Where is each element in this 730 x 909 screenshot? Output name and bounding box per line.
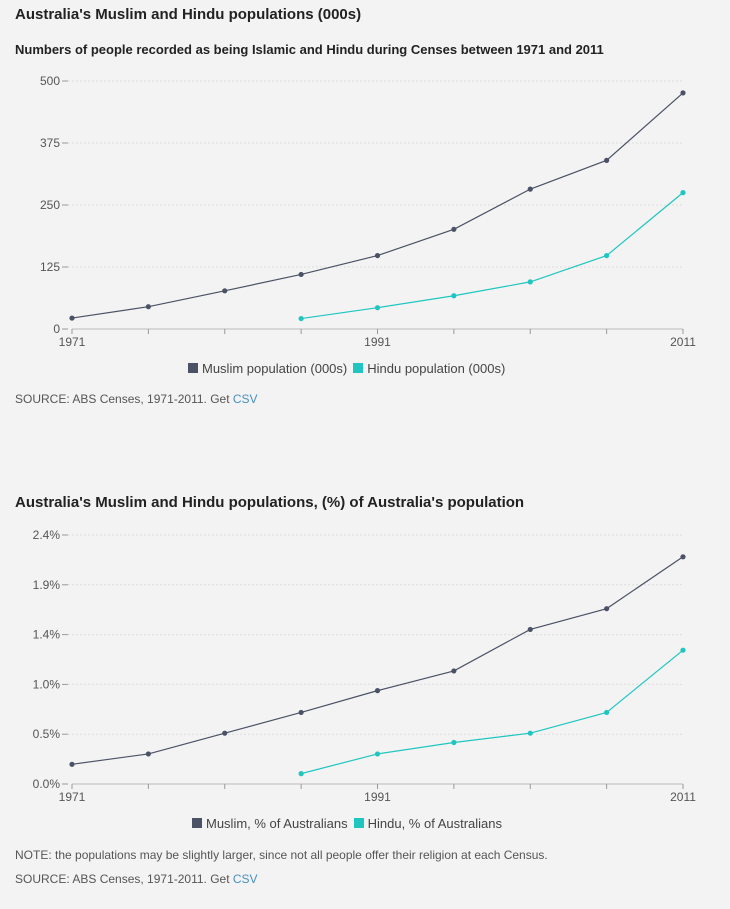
data-point [451,668,457,674]
data-point [680,190,686,196]
data-point [69,315,75,321]
legend-swatch [353,363,364,373]
data-point [604,157,610,163]
source-text: SOURCE: ABS Censes, 1971-2011. Get [15,392,233,406]
data-point [222,730,228,736]
data-point [298,271,304,278]
y-tick-label: 1.4% [33,628,61,642]
x-tick-label: 1991 [364,790,391,804]
y-tick-label: 0 [53,322,60,336]
data-point [69,761,75,767]
data-point [527,626,533,633]
data-point [680,647,686,653]
data-point [604,709,610,716]
data-point [374,751,381,757]
data-point [145,751,151,757]
data-point [298,315,304,322]
chart2-title: Australia's Muslim and Hindu populations… [15,494,525,511]
legend-label: Muslim population (000s) [202,361,348,376]
chart2-svg: 0.0% 0.5% 1.0% 1.4% 1.9% 2.4% 1971 1991 2011 [33,528,697,804]
legend-item-muslim[interactable]: Muslim, % of Australians [192,816,348,831]
chart1-source: SOURCE: ABS Censes, 1971-2011. Get CSV [15,392,258,406]
data-point [298,709,304,716]
data-point [527,730,533,736]
y-tick-label: 0.0% [33,777,61,791]
chart2-note: NOTE: the populations may be slightly la… [15,848,548,862]
data-point [145,304,151,310]
legend-item-hindu[interactable]: Hindu, % of Australians [353,816,503,831]
data-point [451,739,457,746]
data-point [222,288,228,294]
data-point [680,90,686,96]
data-point [604,252,610,259]
series-line-1 [300,649,684,775]
data-point [451,293,457,299]
chart2-source: SOURCE: ABS Censes, 1971-2011. Get CSV [15,872,258,886]
chart1-subtitle: Numbers of people recorded as being Isla… [15,42,604,57]
legend-label: Hindu, % of Australians [367,816,503,831]
x-tick-label: 1971 [59,790,86,804]
y-tick-label: 500 [40,74,60,88]
legend-item-hindu[interactable]: Hindu population (000s) [353,361,505,376]
data-point [604,606,610,612]
data-point [374,688,381,694]
data-point [451,226,457,232]
x-tick-label: 1991 [364,335,391,349]
data-point [298,771,304,777]
x-tick-label: 2011 [670,335,696,349]
y-tick-label: 0.5% [33,727,61,741]
legend-label: Muslim, % of Australians [206,816,348,831]
y-tick-label: 250 [40,198,60,212]
legend-swatch [353,818,364,828]
series-line-1 [301,192,684,320]
chart2-legend: Muslim, % of Australians Hindu, % of Aus… [192,816,502,831]
legend-item-muslim[interactable]: Muslim population (000s) [188,361,347,376]
chart1-legend: Muslim population (000s) Hindu populatio… [188,361,505,376]
data-point [527,279,533,285]
x-tick-label: 2011 [670,790,696,804]
x-tick-label: 1971 [59,335,86,349]
series-line-0 [71,556,684,765]
data-point [374,252,381,259]
y-tick-label: 1.9% [33,578,61,592]
chart1-title: Australia's Muslim and Hindu populations… [15,6,362,23]
source-text: SOURCE: ABS Censes, 1971-2011. Get [15,872,233,886]
y-tick-label: 125 [40,260,60,274]
legend-swatch [188,363,198,373]
legend-swatch [192,818,202,828]
y-tick-label: 2.4% [33,528,61,542]
data-point [374,305,381,311]
y-tick-label: 1.0% [33,677,61,691]
chart1-svg: 0 125 250 375 500 1971 1991 2011 [40,74,696,349]
y-tick-label: 375 [40,136,60,150]
csv-link[interactable]: CSV [232,392,258,406]
data-point [680,554,686,560]
legend-label: Hindu population (000s) [367,361,506,376]
data-point [527,186,533,192]
csv-link[interactable]: CSV [232,872,258,886]
